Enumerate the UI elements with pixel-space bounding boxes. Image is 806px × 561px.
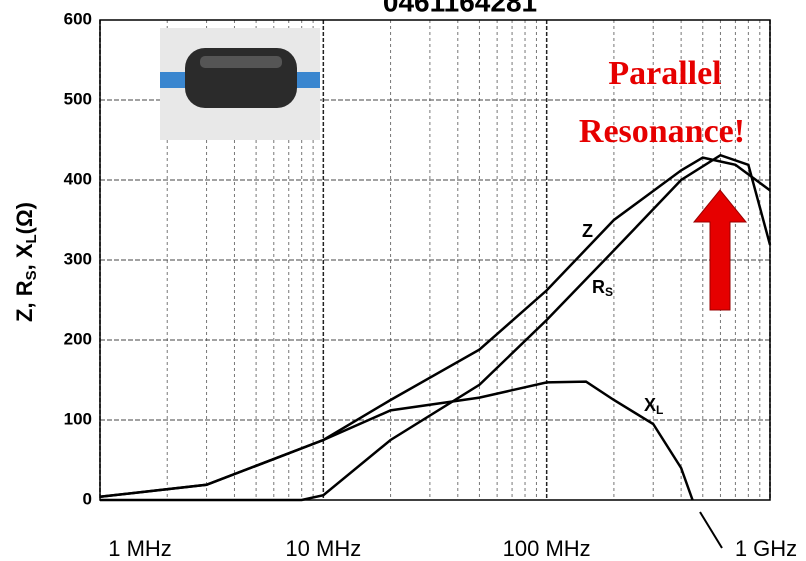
series-name: Z — [582, 221, 593, 241]
series-name-sub: S — [605, 285, 613, 299]
y-label-part: Z, R — [12, 280, 37, 322]
y-tick-label: 400 — [64, 169, 92, 188]
inset-photo — [160, 28, 320, 140]
x-tick-label: 100 MHz — [503, 536, 591, 561]
chart-title: 0461164281 — [383, 0, 537, 17]
series-name: R — [592, 277, 605, 297]
pointer-line — [699, 511, 723, 549]
y-label-part: , X — [12, 243, 37, 270]
series-name-sub: L — [656, 403, 663, 417]
series-line — [100, 153, 772, 502]
y-tick-label: 300 — [64, 249, 92, 268]
x-tick-label: 1 MHz — [108, 536, 172, 561]
x-tick-label: 10 MHz — [285, 536, 361, 561]
y-tick-label: 600 — [64, 9, 92, 28]
y-label-part: L — [23, 234, 40, 243]
y-tick-label: 200 — [64, 329, 92, 348]
series-label: RS — [592, 277, 613, 299]
y-axis-label: Z, RS, XL(Ω) — [12, 202, 40, 322]
series-label: XL — [644, 395, 663, 417]
annotation: Parallel — [608, 55, 721, 92]
y-tick-label: 500 — [64, 89, 92, 108]
x-tick-label: 1 GHz — [735, 536, 797, 561]
y-label-part: (Ω) — [12, 202, 37, 234]
annotation: Resonance! — [579, 113, 745, 150]
y-label-part: S — [23, 270, 40, 280]
y-tick-label: 0 — [83, 489, 92, 508]
plot-frame — [99, 19, 771, 501]
series-name: X — [644, 395, 656, 415]
series-label: Z — [582, 221, 593, 241]
series-line — [99, 380, 694, 501]
y-tick-label: 100 — [64, 409, 92, 428]
arrow — [692, 189, 748, 311]
